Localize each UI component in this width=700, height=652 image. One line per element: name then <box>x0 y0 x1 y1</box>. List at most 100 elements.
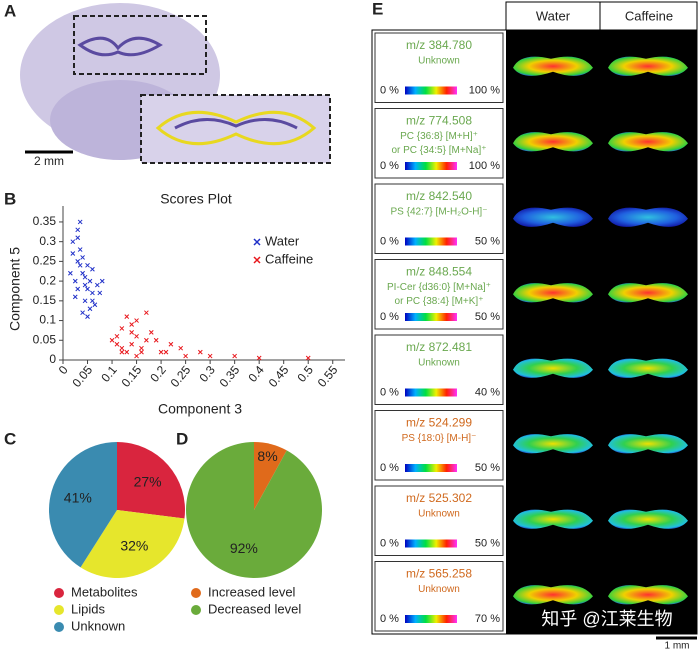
point <box>124 349 130 355</box>
scale-min: 0 % <box>380 386 399 398</box>
x-tick-label: 0.25 <box>168 363 194 390</box>
point <box>85 286 90 292</box>
hippocampus <box>77 36 163 57</box>
point <box>129 322 135 327</box>
y-tick-label: 0.3 <box>39 234 56 248</box>
y-tick-label: 0 <box>49 352 56 366</box>
panel-label: A <box>4 1 16 20</box>
scale-max: 50 % <box>475 537 500 549</box>
x-tick-label: 0.1 <box>98 363 120 385</box>
legend-marker <box>253 256 261 264</box>
legend-label: Water <box>265 233 300 248</box>
legend-marker <box>253 238 261 246</box>
point <box>97 290 103 296</box>
header-cell <box>599 1 698 31</box>
scale-max: 50 % <box>475 235 500 247</box>
point <box>90 266 95 272</box>
legend-label: Decreased level <box>208 601 301 616</box>
point <box>77 262 83 268</box>
pie-slice <box>117 442 185 519</box>
annotation: Unknown <box>418 358 460 369</box>
scale-min: 0 % <box>380 160 399 172</box>
panel-frame <box>371 29 698 635</box>
mz-label: m/z 842.540 <box>406 189 472 203</box>
panel-a-image: 2 mm <box>20 3 331 168</box>
panel-label: E <box>372 0 383 18</box>
ms-image <box>513 585 593 605</box>
scale-min: 0 % <box>380 235 399 247</box>
ms-image <box>513 358 593 378</box>
panel-label: C <box>4 429 16 448</box>
point <box>134 353 139 359</box>
point <box>85 262 90 268</box>
x-tick-label: 0.2 <box>147 363 169 385</box>
point <box>82 274 88 280</box>
point <box>168 341 174 347</box>
point <box>148 330 154 335</box>
point <box>77 247 83 252</box>
legend-marker <box>54 622 64 632</box>
point <box>197 349 203 355</box>
colorbar <box>405 615 457 623</box>
point <box>87 306 93 312</box>
colorbar <box>405 539 457 548</box>
y-tick-label: 0.1 <box>39 313 56 327</box>
mz-label: m/z 565.258 <box>406 567 472 581</box>
point <box>305 355 311 361</box>
annotation: PS {18:0} [M-H]⁻ <box>402 433 477 444</box>
ms-image <box>608 358 688 378</box>
legend-label: Lipids <box>71 601 105 616</box>
pie-slice <box>80 510 185 578</box>
point <box>139 349 144 355</box>
colorbar <box>405 86 457 95</box>
x-tick-label: 0.5 <box>294 363 316 385</box>
ms-image <box>513 132 593 152</box>
legend-marker <box>191 588 201 598</box>
point <box>163 349 169 355</box>
ms-image <box>608 207 688 227</box>
point <box>92 302 98 308</box>
point <box>90 298 95 304</box>
pie-slice <box>254 442 287 510</box>
y-tick-label: 0.35 <box>33 214 57 228</box>
ms-image <box>608 132 688 152</box>
scale-max: 50 % <box>475 311 500 323</box>
point <box>144 337 149 343</box>
point <box>158 349 164 355</box>
legend-marker <box>191 605 201 615</box>
point <box>232 353 238 359</box>
scale-max: 50 % <box>475 462 500 474</box>
point <box>90 290 95 296</box>
point <box>72 294 78 300</box>
ms-image <box>608 56 688 76</box>
colorbar <box>405 464 457 472</box>
panel-e: Water Caffeine m/z 384.780 Unknown 0 % 100 % m… <box>371 1 698 652</box>
scale-max: 100 % <box>469 84 500 96</box>
point <box>70 251 76 256</box>
scale-min: 0 % <box>380 462 399 474</box>
point <box>114 341 120 347</box>
point <box>129 330 135 335</box>
y-tick-label: 0.05 <box>33 332 57 346</box>
colorbar <box>405 237 457 246</box>
point <box>183 353 188 359</box>
ms-image <box>513 56 593 76</box>
colorbar <box>405 162 457 170</box>
x-tick-label: 0.35 <box>217 363 243 390</box>
annotation: or PC {38:4} [M+K]⁺ <box>395 296 484 307</box>
x-tick-label: 0 <box>56 363 71 377</box>
chart-title: Scores Plot <box>160 191 232 207</box>
pie-slice <box>186 442 323 578</box>
mz-label: m/z 525.302 <box>406 491 472 505</box>
legend-label: Metabolites <box>71 584 138 599</box>
y-axis-title: Component 5 <box>7 247 23 331</box>
point <box>80 270 85 276</box>
x-tick-label: 0.15 <box>119 363 145 390</box>
image-area <box>506 30 697 634</box>
mz-label: m/z 524.299 <box>406 416 472 430</box>
legend-marker <box>54 605 64 615</box>
annotation: PI-Cer {d36:0} [M+Na]⁺ <box>387 282 491 293</box>
x-tick-label: 0.4 <box>245 363 267 385</box>
annotation: Unknown <box>418 584 460 595</box>
inset <box>140 94 331 164</box>
